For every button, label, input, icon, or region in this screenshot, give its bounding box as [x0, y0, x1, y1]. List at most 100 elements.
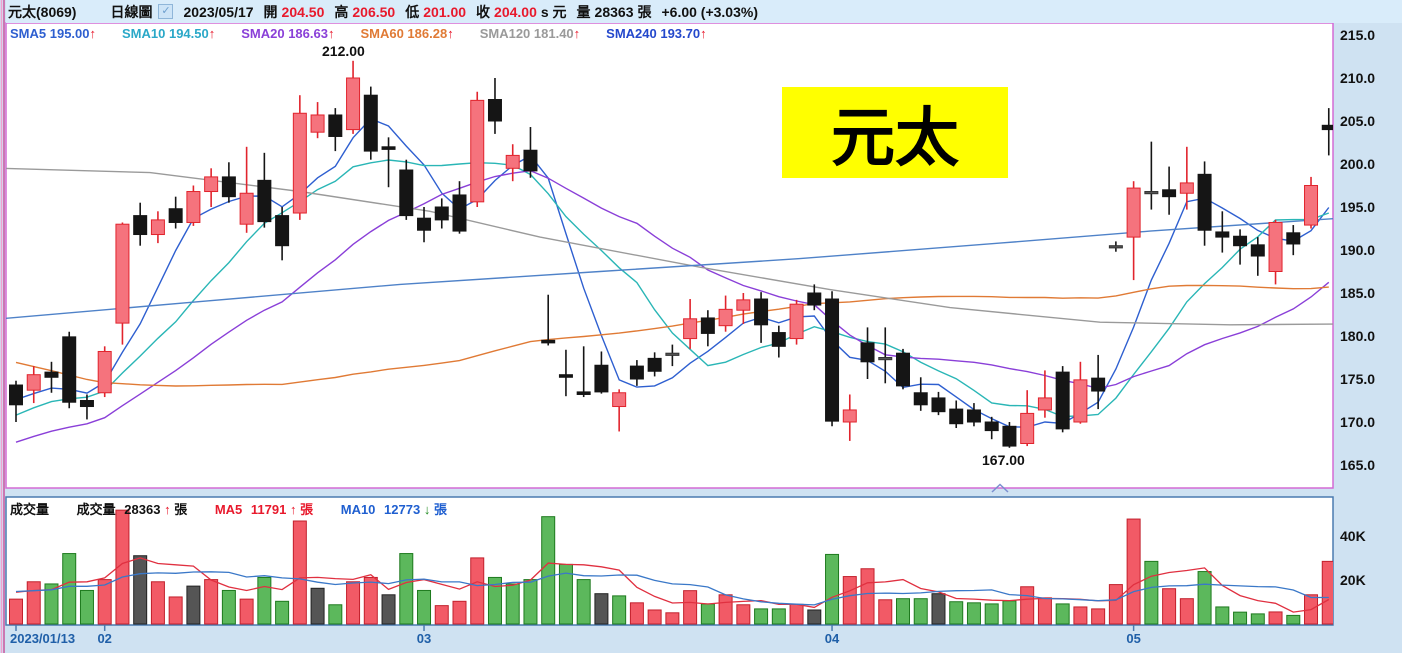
sma120-line — [6, 167, 1333, 326]
volume-tick-label: 20K — [1340, 571, 1366, 588]
sma-legend-text: SMA10 194.50 — [122, 26, 209, 41]
candle-body — [931, 397, 946, 413]
volume-bar — [470, 557, 485, 625]
volume-bar — [1020, 586, 1035, 625]
volume-bar — [842, 576, 857, 625]
volume-bar — [594, 593, 609, 625]
volume-bar — [1091, 608, 1106, 625]
candle-body — [612, 392, 627, 408]
up-arrow-icon: ↑ — [327, 26, 335, 41]
date-axis-label: 02 — [97, 631, 112, 646]
up-arrow-icon: ↑ — [700, 26, 707, 41]
candle-body — [44, 371, 59, 378]
candle-body — [771, 332, 786, 347]
candle-body — [1091, 377, 1106, 392]
volume-bar — [629, 602, 644, 625]
sma20-line — [15, 169, 1330, 443]
candle-body — [186, 191, 201, 223]
candle-body — [363, 94, 378, 152]
volume-bar — [399, 553, 414, 625]
close-label: 收 — [476, 3, 491, 20]
candle-body — [9, 384, 23, 406]
date-axis-label: 04 — [824, 631, 840, 646]
ma10-label: MA10 — [340, 502, 376, 517]
volume-bar — [1055, 603, 1070, 625]
candle-body — [381, 146, 396, 150]
volume-bar — [204, 579, 219, 625]
candle-body — [594, 364, 609, 393]
volume-bar — [168, 596, 183, 625]
volume-ma10-line — [15, 571, 1329, 606]
volume-bar — [79, 589, 94, 625]
volume-bar — [576, 579, 591, 625]
symbol-name: 元太(8069) — [8, 3, 77, 20]
candle-body — [328, 114, 343, 137]
volume-bar — [44, 583, 59, 625]
volume-bar — [62, 553, 77, 625]
volume-total-value: 28363 — [124, 502, 161, 517]
candle-body — [1250, 244, 1265, 257]
volume-bar — [150, 581, 165, 625]
unit-suffix: s 元 — [540, 3, 567, 20]
volume-bar — [221, 589, 236, 625]
ma5-label: MA5 — [214, 502, 243, 517]
volume-bar — [1321, 560, 1333, 625]
candle-body — [807, 292, 822, 306]
trough-price-annotation: 167.00 — [982, 452, 1025, 468]
volume-bar — [647, 609, 662, 625]
volume-legend-row: 成交量 成交量 28363 ↑ 張 MA5 11791 ↑ 張 MA10 127… — [10, 499, 447, 518]
volume-bar — [878, 599, 893, 625]
candle-body — [1144, 191, 1159, 195]
candle-body — [523, 149, 538, 172]
volume-bar — [505, 583, 520, 625]
price-tick-label: 195.0 — [1340, 199, 1376, 215]
price-tick-label: 215.0 — [1340, 27, 1376, 43]
candle-body — [1268, 221, 1283, 272]
volume-bar — [896, 598, 910, 625]
period-selector[interactable]: 日線圖 — [110, 3, 153, 20]
candle-body — [665, 352, 680, 356]
volume-bar — [487, 576, 502, 625]
sma10-line — [15, 159, 1330, 418]
up-arrow-icon: ↑ — [89, 26, 97, 41]
candle-body — [434, 206, 449, 221]
volume-bar — [1073, 606, 1088, 625]
period-checkbox-icon[interactable]: ✓ — [158, 4, 174, 19]
sma5-line — [15, 117, 1330, 428]
volume-bar — [984, 603, 999, 625]
volume-bar — [257, 576, 272, 625]
candle-body — [629, 365, 644, 380]
volume-bar — [328, 604, 343, 625]
candle-body — [79, 400, 94, 408]
candle-body — [487, 99, 502, 122]
candle-body — [1037, 397, 1052, 411]
candle-body — [1055, 371, 1070, 430]
volume-bar — [417, 589, 432, 625]
candle-body — [1002, 425, 1017, 447]
price-tick-label: 165.0 — [1340, 457, 1376, 473]
volume-bar — [363, 576, 378, 625]
sma-legend-sma240: SMA240 193.70↑ — [606, 26, 706, 41]
volume-bar — [1126, 518, 1141, 625]
open-label: 開 — [263, 3, 278, 20]
volume-bar — [1002, 600, 1017, 625]
sma240-line — [6, 217, 1333, 319]
quote-date: 2023/05/17 — [183, 3, 254, 20]
ma5-unit: 張 — [300, 502, 314, 517]
peak-price-annotation: 212.00 — [322, 43, 365, 59]
up-arrow-icon: ↑ — [447, 26, 454, 41]
candle-body — [1126, 187, 1141, 238]
price-tick-label: 185.0 — [1340, 285, 1376, 301]
price-pane[interactable] — [5, 22, 1334, 489]
low-value: 201.00 — [423, 3, 467, 20]
volume-bar — [541, 516, 556, 625]
volume-bar — [949, 601, 964, 625]
sma-legend-row: SMA5 195.00↑ SMA10 194.50↑ SMA20 186.63↑ SM… — [10, 26, 733, 41]
price-tick-label: 205.0 — [1340, 113, 1376, 129]
volume-bar — [718, 594, 733, 625]
volume-bar — [931, 593, 946, 625]
volume-bar — [292, 520, 307, 625]
ma10-down-arrow-icon: ↓ — [423, 502, 431, 517]
